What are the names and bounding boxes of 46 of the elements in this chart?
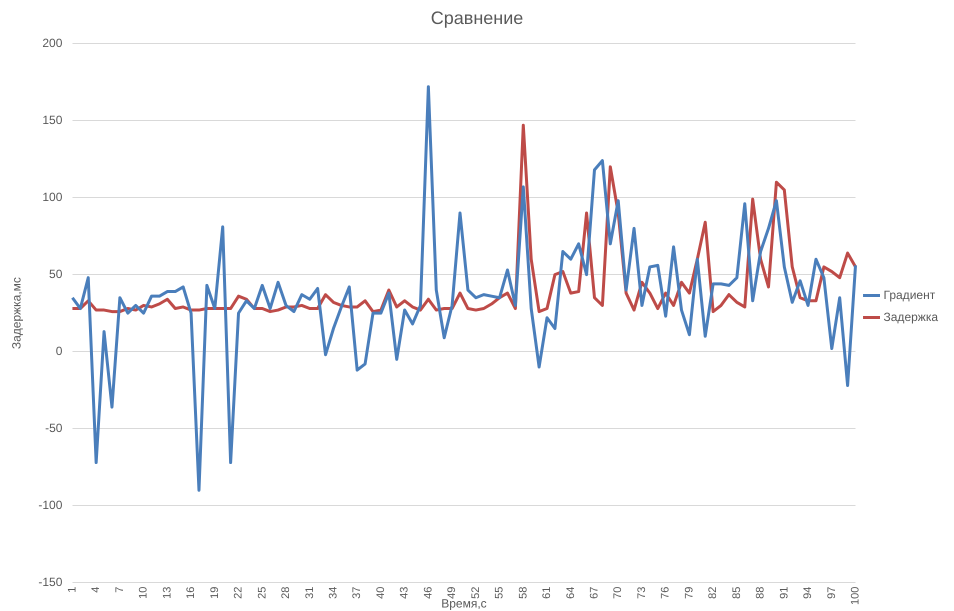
x-tick-label: 34: [327, 586, 340, 599]
x-tick-label: 28: [280, 586, 292, 599]
x-tick-label: 7: [114, 586, 126, 593]
x-tick-label: 4: [90, 586, 102, 593]
x-tick-label: 82: [707, 586, 720, 599]
y-tick-label: 150: [42, 112, 63, 127]
x-tick-label: 16: [185, 586, 198, 599]
x-tick-label: 40: [374, 586, 387, 599]
y-axis-title: Задержка,мс: [10, 277, 24, 350]
chart-title: Сравнение: [430, 8, 524, 28]
x-tick-label: 91: [778, 586, 790, 599]
x-tick-label: 58: [517, 586, 530, 599]
x-tick-label: 64: [564, 586, 577, 599]
x-tick-label: 13: [161, 586, 174, 599]
y-tick-label: -150: [38, 574, 63, 589]
legend-label: Задержка: [884, 310, 938, 324]
x-tick-label: 97: [826, 586, 838, 599]
y-tick-label: 100: [42, 190, 63, 204]
x-tick-label: 19: [208, 586, 221, 599]
y-tick-label: -100: [38, 498, 63, 512]
x-tick-label: 100: [850, 586, 862, 606]
x-tick-label: 70: [612, 586, 624, 599]
y-tick-label: -50: [45, 420, 63, 435]
x-tick-label: 94: [802, 586, 814, 599]
x-tick-label: 49: [446, 586, 458, 599]
x-tick-label: 46: [422, 586, 434, 599]
x-tick-label: 25: [256, 586, 268, 599]
x-tick-label: 37: [351, 586, 364, 599]
x-tick-label: 61: [541, 586, 554, 599]
x-tick-label: 1: [66, 586, 78, 593]
y-tick-label: 200: [42, 36, 63, 50]
x-tick-label: 31: [304, 586, 316, 599]
x-tick-label: 79: [683, 586, 696, 599]
x-tick-label: 10: [138, 586, 150, 599]
x-tick-label: 76: [660, 586, 672, 599]
x-tick-label: 43: [398, 586, 411, 599]
x-tick-label: 85: [730, 586, 743, 599]
legend-label: Градиент: [884, 288, 936, 302]
y-tick-label: 50: [49, 266, 63, 281]
y-tick-label: 0: [56, 344, 63, 358]
x-tick-label: 88: [754, 586, 767, 599]
x-tick-label: 52: [470, 586, 482, 599]
x-tick-label: 22: [232, 586, 245, 599]
x-tick-label: 73: [636, 586, 648, 599]
x-tick-label: 67: [588, 586, 601, 599]
x-tick-label: 55: [494, 586, 506, 599]
